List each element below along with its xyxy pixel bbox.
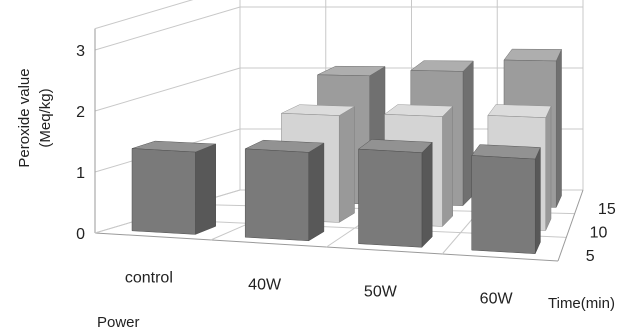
bar-side: [338, 105, 355, 223]
side-wall-top: [94, 0, 194, 30]
x-tick-label-60W: 60W: [480, 291, 514, 308]
bar-40W-t5: [244, 139, 325, 242]
bar-side: [421, 141, 433, 248]
bar-top: [503, 48, 562, 62]
y-tick-label-2: 2: [76, 104, 85, 121]
labels-layer: 0 1 2 3 control 40W 50W 60W 5 10 15: [76, 43, 616, 308]
y-axis-label-line2: (Meq/kg): [37, 88, 54, 147]
z-axis-label: Time(min): [548, 295, 615, 312]
bar-front: [131, 148, 196, 235]
bars-layer: [131, 48, 562, 254]
y-tick-label-1: 1: [76, 165, 85, 182]
y-tick-label-3: 3: [76, 43, 85, 60]
bar-50W-t5: [357, 139, 433, 248]
x-axis-label: Power: [97, 314, 140, 331]
bar-control-t5: [131, 140, 216, 235]
x-tick-label-40W: 40W: [248, 277, 282, 294]
bar-front: [471, 155, 536, 254]
z-tick-label-15: 15: [598, 201, 616, 218]
bar-top: [410, 60, 474, 72]
x-tick-label-control: control: [125, 270, 173, 287]
bar-side: [195, 143, 216, 235]
bar-side: [308, 142, 325, 242]
bar-front: [358, 148, 423, 248]
gridline-y-3: [94, 6, 583, 51]
bar-front: [244, 148, 309, 242]
z-tick-label-10: 10: [590, 225, 608, 242]
bar-side: [555, 49, 562, 208]
bar-side: [442, 105, 453, 228]
z-tick-label-5: 5: [586, 248, 595, 265]
bar-60W-t5: [471, 144, 541, 254]
floor-col-4: [557, 189, 584, 262]
y-tick-label-0: 0: [76, 226, 85, 243]
bar-side: [534, 147, 541, 254]
bar-side: [545, 105, 552, 231]
y-axis-label-line1: Peroxide value: [16, 68, 33, 167]
x-tick-label-50W: 50W: [364, 284, 398, 301]
